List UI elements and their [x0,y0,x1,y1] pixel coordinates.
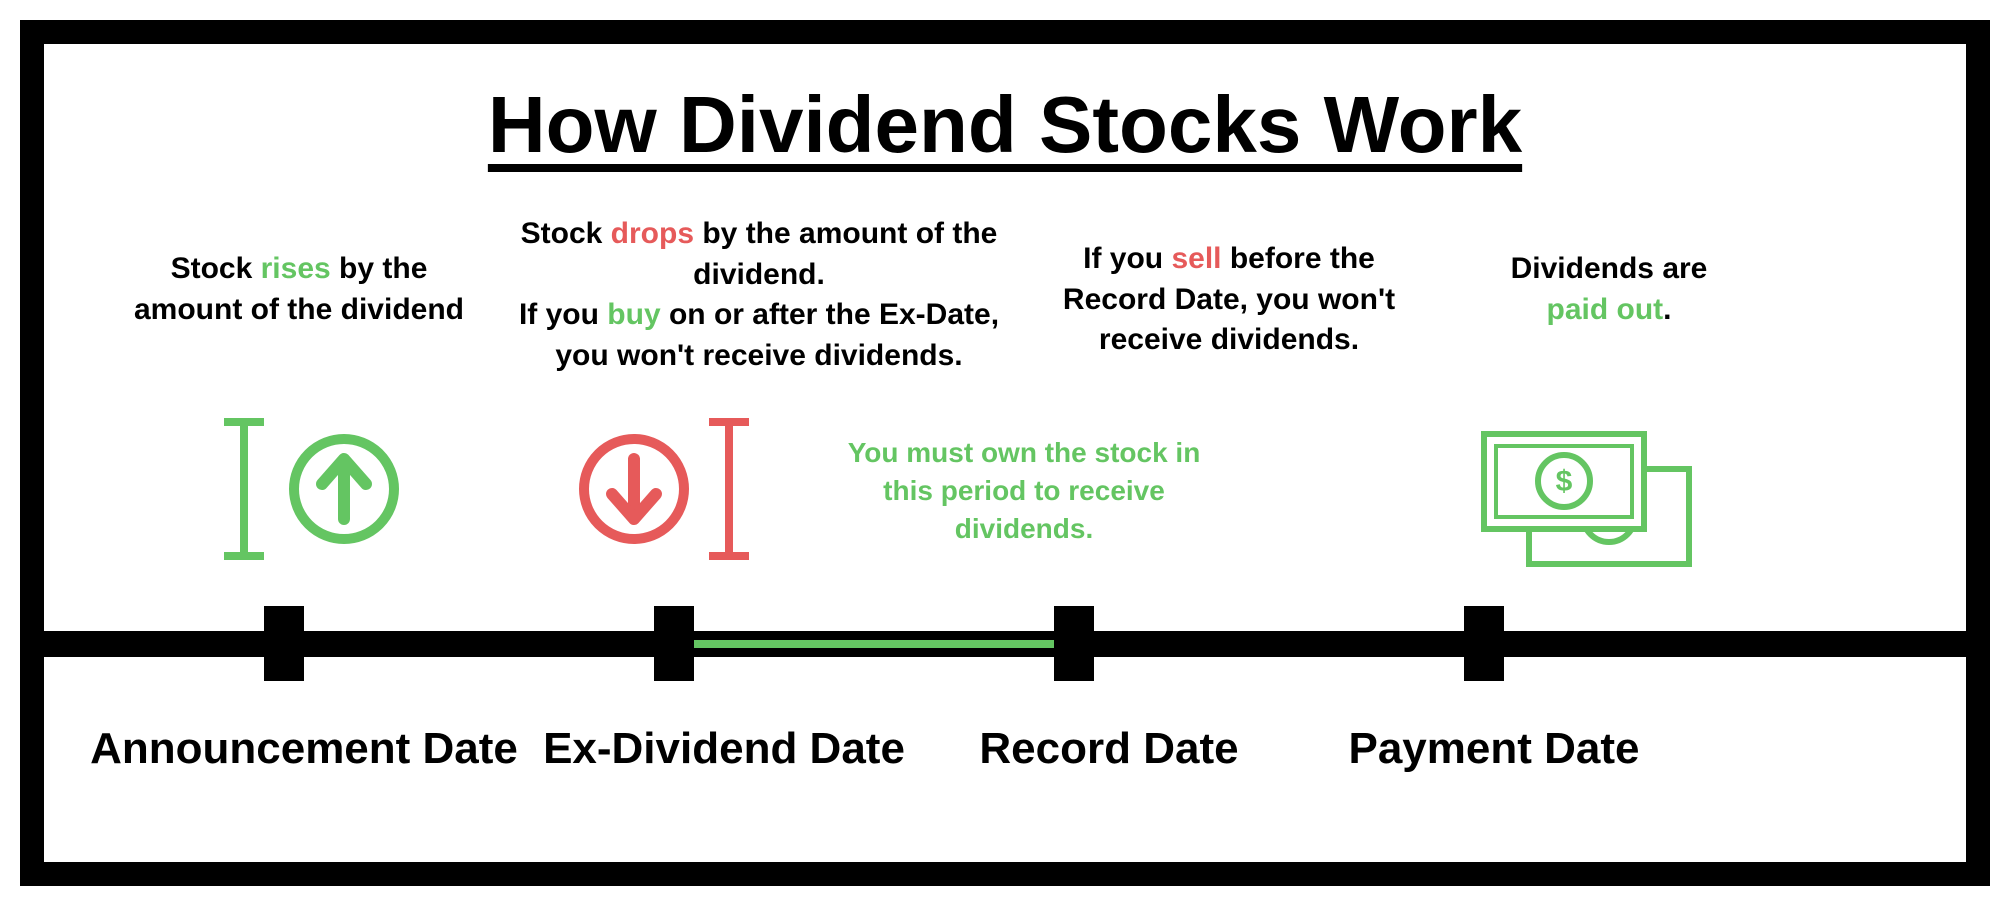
i-beam-red-icon [704,414,754,569]
tick-payment [1464,606,1504,681]
desc-record: If you sell before theRecord Date, you w… [1034,239,1424,361]
tick-exdividend [654,606,694,681]
desc-exdividend: Stock drops by the amount of thedividend… [494,214,1024,376]
label-announcement: Announcement Date [90,724,518,774]
i-beam-green-icon [219,414,269,569]
tick-announcement [264,606,304,681]
svg-text:$: $ [1556,465,1573,498]
infographic-frame: How Dividend Stocks Work Stock rises by … [20,20,1990,886]
tick-record [1054,606,1094,681]
down-arrow-icon [574,429,694,554]
ownership-span [674,640,1074,648]
desc-payment: Dividends arepaid out. [1444,249,1774,330]
desc-announcement: Stock rises by theamount of the dividend [99,249,499,330]
ownership-note: You must own the stock in this period to… [814,434,1234,547]
page-title: How Dividend Stocks Work [488,79,1522,171]
label-payment: Payment Date [1348,724,1639,774]
money-icon: $ $ [1474,424,1704,579]
up-arrow-icon [284,429,404,554]
label-record: Record Date [979,724,1238,774]
label-exdividend: Ex-Dividend Date [543,724,905,774]
